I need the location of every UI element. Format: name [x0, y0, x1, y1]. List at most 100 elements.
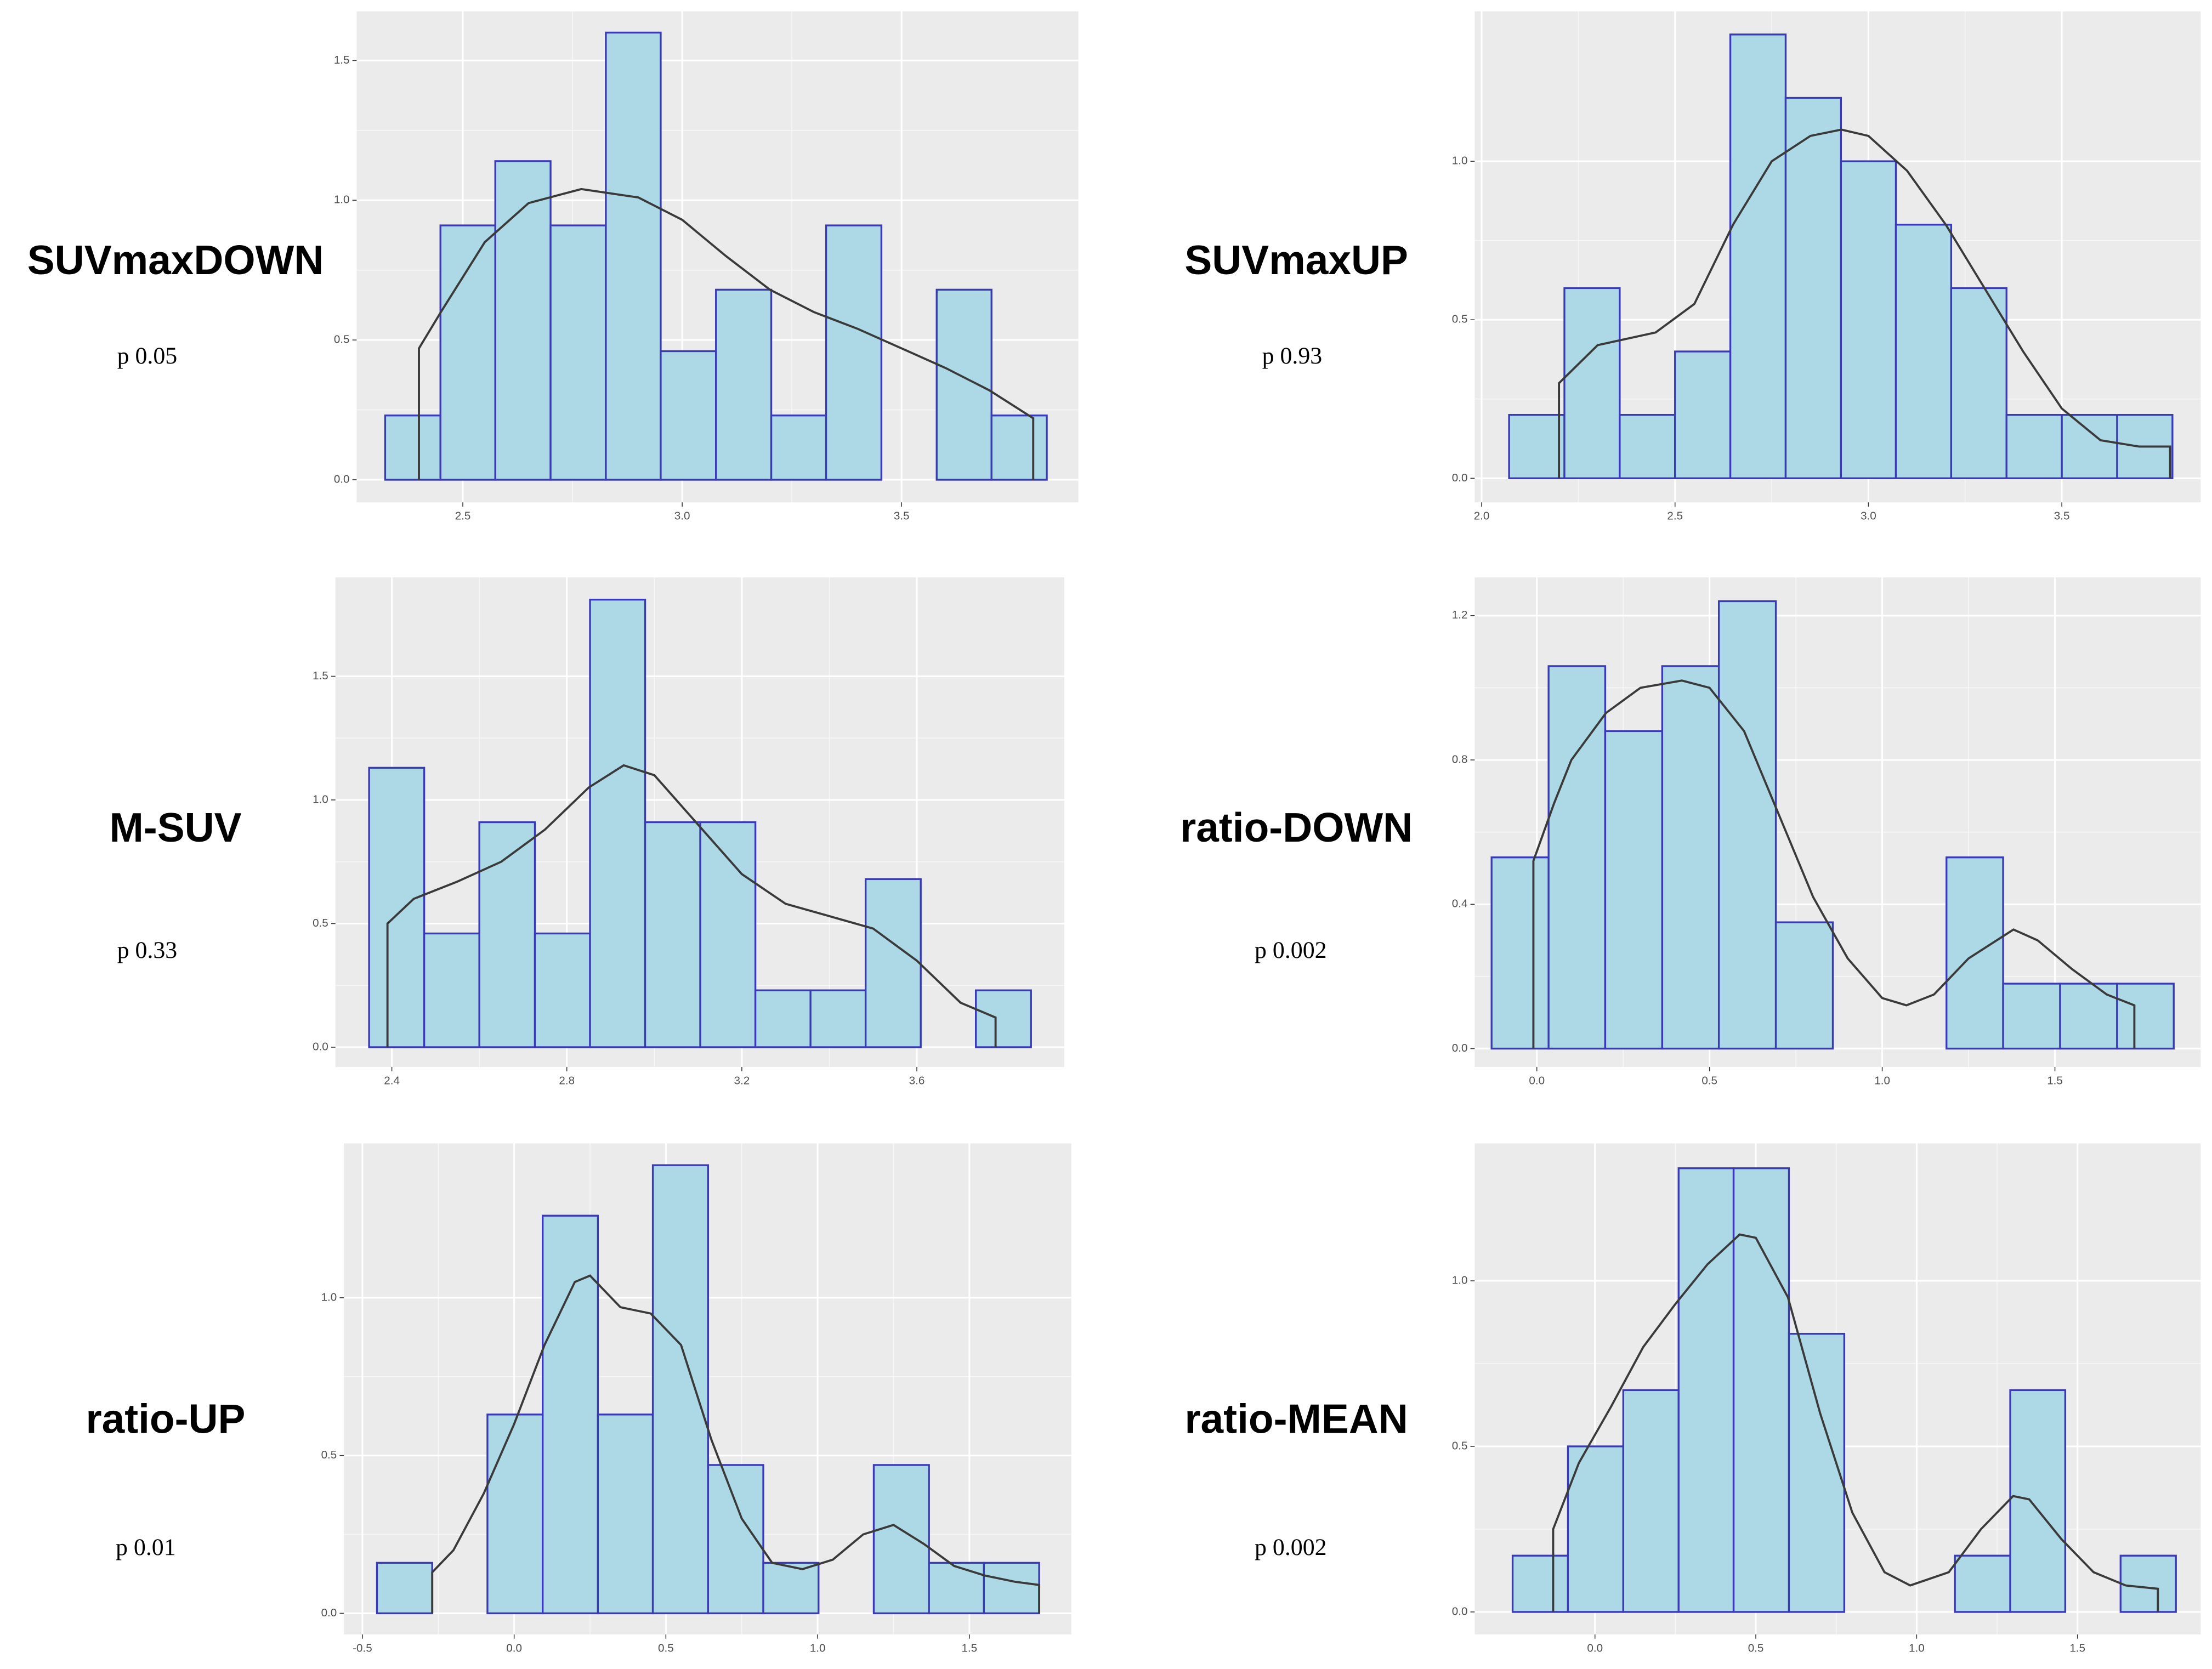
panel-title: M-SUV	[109, 804, 241, 850]
histogram-bar	[699, 821, 757, 1048]
y-tick-label: 1.0	[1452, 155, 1468, 167]
histogram-bar	[770, 415, 827, 481]
histogram-bar	[644, 821, 701, 1048]
x-tick-label: 3.5	[894, 510, 910, 523]
histogram-bar	[754, 989, 812, 1048]
histogram-bar	[376, 1562, 433, 1615]
histogram-bar	[597, 1413, 654, 1615]
histogram-bar	[439, 224, 496, 481]
density-curve	[1558, 128, 2171, 479]
histogram-bar	[1622, 1389, 1680, 1613]
x-tick-label: 1.5	[2069, 1642, 2085, 1654]
x-tick-label: 3.0	[1861, 510, 1876, 523]
x-tick-label: 2.8	[559, 1074, 575, 1087]
x-tick-label: 3.5	[2054, 510, 2070, 523]
y-tick-label: 0.0	[313, 1040, 328, 1053]
x-tick-label: -0.5	[353, 1642, 372, 1654]
histogram-bar	[2005, 414, 2063, 479]
x-tick-label: 0.0	[506, 1642, 522, 1654]
histogram-bar	[1840, 160, 1897, 479]
density-curve	[1552, 1233, 2159, 1612]
density-curve	[386, 764, 997, 1047]
panel-title: ratio-UP	[86, 1396, 245, 1442]
p-value: p 0.93	[1262, 343, 1323, 369]
x-tick-label: 1.5	[961, 1642, 977, 1654]
y-tick-label: 0.0	[334, 473, 350, 485]
y-tick-label: 0.8	[1452, 753, 1468, 765]
x-tick-label: 2.5	[455, 510, 471, 523]
density-curve	[1532, 679, 2136, 1049]
histogram-bar	[1490, 856, 1550, 1050]
histogram-bar	[1729, 33, 1787, 479]
x-tick-label: 0.0	[1529, 1074, 1545, 1087]
histogram-bar	[983, 1562, 1040, 1615]
histogram-bar	[1895, 224, 1953, 479]
histogram-bar	[2002, 983, 2061, 1050]
panel-title: SUVmaxDOWN	[27, 237, 324, 283]
x-tick-label: 1.0	[810, 1642, 826, 1654]
x-tick-label: 2.0	[1474, 510, 1490, 523]
histogram-bar	[1950, 287, 2007, 479]
y-tick-label: 0.5	[1452, 1439, 1468, 1452]
histogram-bar	[2119, 1554, 2177, 1613]
x-tick-label: 0.5	[1701, 1074, 1717, 1087]
histogram-bar	[1784, 96, 1842, 479]
histogram-bar	[1946, 856, 2004, 1050]
y-tick-label: 0.0	[1452, 1605, 1468, 1617]
histogram-bar	[1567, 1445, 1625, 1613]
panel-title: SUVmaxUP	[1184, 237, 1408, 283]
y-tick-label: 0.5	[321, 1449, 337, 1461]
x-tick-label: 1.0	[1874, 1074, 1890, 1087]
histogram-bar	[928, 1562, 985, 1615]
y-tick-label: 1.5	[334, 54, 350, 66]
histogram-bar	[651, 1164, 709, 1615]
histogram-bar	[368, 767, 426, 1048]
x-tick-label: 2.4	[384, 1074, 400, 1087]
histogram-bar	[2061, 414, 2118, 479]
histogram-bar	[715, 288, 773, 481]
histogram-bar	[1661, 665, 1720, 1050]
histogram-bar	[2009, 1389, 2067, 1613]
y-tick-label: 1.0	[1452, 1274, 1468, 1286]
x-tick-label: 3.0	[674, 510, 690, 523]
x-tick-label: 0.5	[658, 1642, 674, 1654]
histogram-bar	[478, 821, 536, 1048]
x-tick-label: 0.5	[1748, 1642, 1764, 1654]
panel-title: ratio-MEAN	[1184, 1396, 1408, 1442]
x-tick-label: 1.5	[2047, 1074, 2063, 1087]
histogram-bar	[1717, 600, 1777, 1050]
y-tick-label: 1.2	[1452, 609, 1468, 621]
histogram-bar	[423, 932, 480, 1048]
y-tick-label: 0.5	[313, 917, 328, 929]
y-tick-label: 0.5	[334, 333, 350, 346]
histogram-bar	[2059, 983, 2118, 1050]
histogram-bar	[935, 288, 992, 481]
y-tick-label: 0.0	[1452, 1042, 1468, 1054]
histogram-bar	[1547, 665, 1607, 1050]
x-tick-label: 0.0	[1587, 1642, 1603, 1654]
histogram-bar	[1788, 1332, 1846, 1613]
density-curve	[418, 188, 1035, 480]
histogram-bar	[541, 1214, 599, 1615]
histogram-bar	[1674, 350, 1732, 479]
histogram-bar	[1732, 1167, 1790, 1613]
histogram-bar	[605, 31, 662, 481]
y-tick-label: 1.0	[313, 793, 328, 805]
histogram-bar	[1604, 730, 1664, 1050]
x-tick-label: 3.2	[734, 1074, 750, 1087]
y-tick-label: 0.4	[1452, 898, 1468, 910]
histogram-bar	[494, 160, 552, 481]
y-tick-label: 0.5	[1452, 313, 1468, 326]
histogram-bar	[534, 932, 591, 1048]
x-tick-label: 1.0	[1909, 1642, 1925, 1654]
y-tick-label: 1.0	[321, 1291, 337, 1303]
histogram-bar	[864, 878, 922, 1048]
histogram-bar	[1508, 414, 1566, 479]
histogram-bar	[1774, 921, 1834, 1050]
y-tick-label: 0.0	[321, 1606, 337, 1619]
histogram-bar	[2116, 983, 2175, 1050]
histogram-bar	[1511, 1554, 1569, 1613]
histogram-bar	[549, 224, 607, 481]
y-tick-label: 1.0	[334, 194, 350, 206]
